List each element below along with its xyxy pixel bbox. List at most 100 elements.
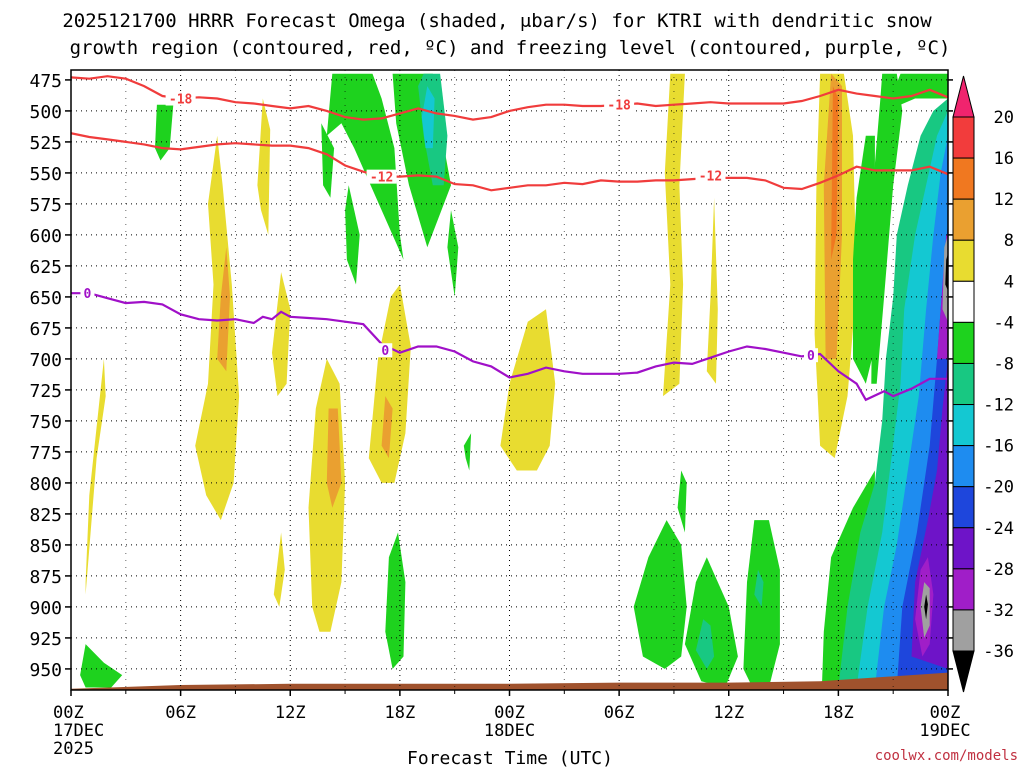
chart-title-line1: 2025121700 HRRR Forecast Omega (shaded, … — [62, 10, 932, 32]
omega-region-9 — [663, 73, 685, 397]
x-tick-label: 00Z — [494, 703, 525, 723]
omega-region-23 — [385, 532, 406, 669]
y-tick-label: 650 — [29, 288, 62, 309]
colorbar-label: 8 — [1004, 231, 1014, 251]
omega-region-25 — [80, 644, 123, 688]
omega-region-1 — [85, 358, 106, 595]
colorbar-swatch — [952, 280, 975, 323]
x-tick-year-label: 2025 — [53, 739, 94, 759]
omega-region-12 — [217, 247, 230, 372]
colorbar-swatch — [952, 404, 975, 447]
colorbar-label: -32 — [983, 601, 1014, 621]
colorbar-swatch — [952, 527, 975, 570]
colorbar-label: 20 — [994, 108, 1014, 128]
x-tick-label: 12Z — [275, 703, 306, 723]
colorbar-swatch — [952, 116, 975, 159]
contour-label-bg — [604, 97, 635, 112]
contour-label-bg — [695, 168, 726, 183]
colorbar-swatch — [952, 445, 975, 488]
colorbar-label: -12 — [983, 396, 1014, 416]
data-layer: -18 -18 -12 -12 0 0 0 — [71, 70, 948, 690]
colorbar-swatch — [952, 568, 975, 611]
colorbar-label: -24 — [983, 519, 1014, 539]
contour-label-bg — [165, 91, 196, 106]
colorbar-label: -28 — [983, 560, 1014, 580]
omega-region-21 — [321, 123, 335, 198]
colorbar-label: -20 — [983, 478, 1014, 498]
omega-region-7 — [273, 532, 285, 607]
y-tick-label: 875 — [29, 567, 62, 588]
y-tick-label: 675 — [29, 319, 62, 340]
omega-region-46 — [942, 234, 948, 322]
contour-label: -18 — [607, 99, 631, 114]
x-tick-label: 00Z — [930, 703, 961, 723]
y-tick-label: 850 — [29, 536, 62, 557]
omega-region-8 — [500, 309, 556, 471]
omega-region-17 — [326, 73, 404, 260]
contour-label-bg — [80, 286, 95, 301]
contour-label-bg — [803, 348, 818, 363]
omega-region-28 — [677, 470, 687, 533]
y-tick-label: 700 — [29, 350, 62, 371]
x-tick-label: 12Z — [713, 703, 744, 723]
y-tick-label: 600 — [29, 226, 62, 247]
y-tick-label: 950 — [29, 660, 62, 681]
omega-region-16 — [831, 86, 839, 260]
y-tick-label: 575 — [29, 195, 62, 216]
x-tick-label: 00Z — [53, 703, 84, 723]
x-axis-label: Forecast Time (UTC) — [407, 748, 613, 768]
y-tick-label: 500 — [29, 102, 62, 123]
colorbar-label: 4 — [1004, 272, 1014, 292]
contour-label: -12 — [370, 171, 393, 186]
colorbar-swatch — [952, 239, 975, 282]
contour-label-bg — [366, 169, 397, 184]
omega-region-10 — [706, 197, 718, 384]
y-tick-label: 525 — [29, 133, 62, 154]
y-tick-label: 725 — [29, 381, 62, 402]
omega-region-24 — [463, 433, 472, 471]
contour-label: 0 — [807, 349, 815, 364]
y-tick-label: 800 — [29, 474, 62, 495]
x-tick-label: 06Z — [165, 703, 196, 723]
omega-region-22 — [447, 210, 459, 297]
omega-region-39 — [421, 86, 435, 149]
colorbar-swatch — [952, 486, 975, 529]
colorbar-swatch — [952, 198, 975, 241]
colorbar-top-arrow — [952, 75, 975, 118]
omega-region-33 — [885, 73, 948, 111]
y-tick-label: 900 — [29, 598, 62, 619]
omega-region-4 — [272, 272, 291, 397]
minus18-contour — [71, 75, 948, 121]
x-tick-label: 18Z — [823, 703, 854, 723]
omega-region-6 — [368, 284, 411, 483]
colorbar-label: 16 — [994, 149, 1014, 169]
contour-label: 0 — [381, 344, 389, 359]
colorbar-swatch — [952, 362, 975, 406]
credit-label: coolwx.com/models — [875, 748, 1018, 764]
contour-label: 0 — [84, 287, 92, 302]
omega-region-26 — [633, 520, 687, 669]
omega-region-5 — [308, 358, 346, 632]
minus12-contour — [71, 132, 948, 192]
omega-region-37 — [754, 569, 764, 607]
y-tick-label: 775 — [29, 443, 62, 464]
y-tick-label: 550 — [29, 164, 62, 185]
chart-title-line2: growth region (contoured, red, ºC) and f… — [70, 37, 951, 59]
y-tick-label: 625 — [29, 257, 62, 278]
omega-region-20 — [155, 104, 174, 161]
colorbar-swatch — [952, 321, 975, 364]
y-tick-label: 825 — [29, 505, 62, 526]
y-tick-label: 925 — [29, 629, 62, 650]
omega-region-27 — [684, 557, 738, 688]
colorbar-swatch — [952, 609, 975, 652]
omega-region-32 — [871, 73, 903, 384]
omega-region-36 — [695, 619, 715, 669]
colorbar-bottom-arrow — [952, 650, 975, 693]
omega-region-3 — [257, 98, 271, 235]
contour-label: -18 — [169, 93, 193, 108]
x-tick-label: 18Z — [385, 703, 416, 723]
colorbar-swatch — [952, 157, 975, 200]
contour-label-bg — [378, 343, 393, 358]
